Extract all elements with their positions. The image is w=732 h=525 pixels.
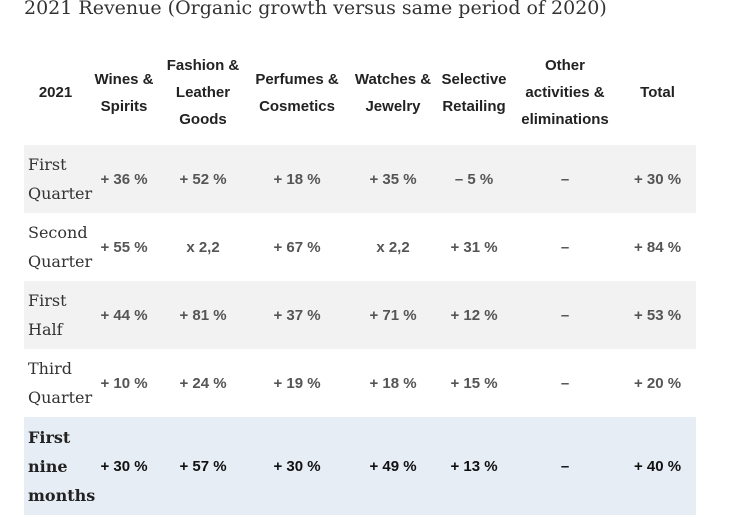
table-cell: + 18 % [369,374,417,392]
row-label: First Half [24,281,87,349]
table-row: Second Quarter + 55 % x 2,2 + 67 % x 2,2… [24,213,696,281]
table-row: First Half + 44 % + 81 % + 37 % + 71 % +… [24,281,696,349]
table-cell: + 30 % [87,417,161,515]
table-cell: + 15 % [450,374,498,392]
column-header: Wines & Spirits [94,70,154,115]
table-cell: – [511,417,619,515]
table-cell: – [511,145,619,213]
table-cell: – [560,238,570,256]
table-cell: + 67 % [273,238,321,256]
row-label: Second Quarter [28,223,93,271]
revenue-table: 2021 Wines & Spirits Fashion & Leather G… [24,40,696,515]
column-header: Watches & Jewelry [354,70,432,115]
column-header: 2021 [38,84,73,101]
page-title: 2021 Revenue (Organic growth versus same… [24,0,607,19]
column-header: Other activities & eliminations [521,57,609,128]
table-cell: + 19 % [273,374,321,392]
table-cell: + 40 % [619,417,696,515]
table-cell: + 10 % [100,374,148,392]
table-cell: + 81 % [161,281,245,349]
table-cell: + 24 % [179,374,227,392]
table-cell: – [511,281,619,349]
table-cell: + 52 % [161,145,245,213]
column-header: Selective Retailing [441,70,507,115]
table-cell: + 49 % [349,417,437,515]
table-cell: + 53 % [619,281,696,349]
table-cell: + 57 % [161,417,245,515]
row-label: First Quarter [24,145,92,213]
table-row: First Quarter + 36 % + 52 % + 18 % + 35 … [24,145,696,213]
header-row: 2021 Wines & Spirits Fashion & Leather G… [24,40,696,145]
table-cell: x 2,2 [186,238,220,256]
column-header: Total [640,84,675,101]
table-cell: – 5 % [437,145,511,213]
table-cell: + 13 % [437,417,511,515]
table-row-total: First nine months + 30 % + 57 % + 30 % +… [24,417,696,515]
table-cell: x 2,2 [376,238,410,256]
table-row: Third Quarter + 10 % + 24 % + 19 % + 18 … [24,349,696,417]
row-label: First nine months [24,417,95,515]
table-cell: + 18 % [245,145,349,213]
column-header: Perfumes & Cosmetics [255,70,339,115]
table-cell: + 36 % [87,145,161,213]
table-cell: + 37 % [245,281,349,349]
row-label: Third Quarter [28,359,93,407]
table-cell: + 44 % [87,281,161,349]
table-cell: + 71 % [349,281,437,349]
table-cell: + 35 % [349,145,437,213]
table-cell: + 31 % [450,238,498,256]
table-cell: + 55 % [100,238,148,256]
table-cell: – [560,374,570,392]
table-cell: + 84 % [633,238,682,256]
table-cell: + 12 % [437,281,511,349]
table-cell: + 30 % [245,417,349,515]
column-header: Fashion & Leather Goods [166,57,240,128]
table-cell: + 30 % [619,145,696,213]
table-cell: + 20 % [633,374,682,392]
